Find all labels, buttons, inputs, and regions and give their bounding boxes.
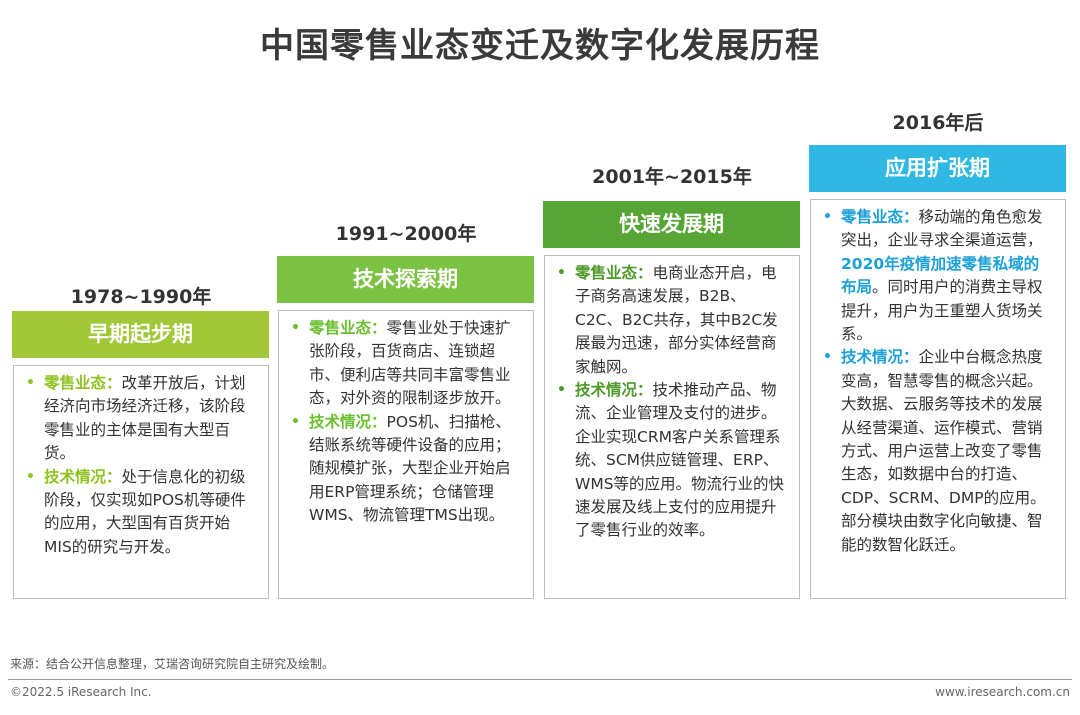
- retail-text: 电商业态开启，电子商务高速发展，B2B、C2C、B2C共存，其中B2C发展最为迅…: [575, 264, 778, 376]
- retail-text-cont: 。同时用户的消费主导权提升，用户为王重塑人货场关系。: [841, 278, 1043, 344]
- tech-text: 技术推动产品、物流、企业管理及支付的进步。企业实现CRM客户关系管理系统、SCM…: [575, 381, 785, 540]
- tech-text: 处于信息化的初级阶段，仅实现如POS机等硬件的应用，大型国有百货开始MIS的研究…: [44, 467, 246, 556]
- period-label-1: 1978~1990年: [70, 286, 212, 308]
- tech-text: POS机、扫描枪、结账系统等硬件设备的应用；随规模扩张，大型企业开始启用ERP管…: [309, 412, 511, 525]
- retail-label: 零售业态：: [841, 208, 919, 226]
- period-label-4: 2016年后: [892, 112, 984, 134]
- bullet-tech-2: • 技术情况：POS机、扫描枪、结账系统等硬件设备的应用；随规模扩张，大型企业开始…: [291, 411, 521, 528]
- retail-text: 零售业处于快速扩张阶段，百货商店、连锁超市、便利店等共同丰富零售业态，对外资的限…: [309, 319, 511, 408]
- stage-header-2: 技术探索期: [277, 256, 534, 303]
- copyright: ©2022.5 iResearch Inc.: [10, 685, 152, 699]
- bullet-dot: •: [291, 320, 300, 336]
- bullet-dot: •: [291, 413, 300, 430]
- bullet-tech-3: • 技术情况：技术推动产品、物流、企业管理及支付的进步。企业实现CRM客户关系管理…: [557, 379, 787, 543]
- bullet-tech-1: • 技术情况：处于信息化的初级阶段，仅实现如POS机等硬件的应用，大型国有百货开始…: [26, 466, 256, 560]
- bullet-dot: •: [26, 375, 35, 391]
- tech-label: 技术情况：: [44, 467, 122, 486]
- bullet-dot: •: [557, 382, 566, 399]
- tech-label: 技术情况：: [841, 348, 919, 367]
- bullet-dot: •: [557, 265, 566, 281]
- stage-header-3: 快速发展期: [543, 201, 800, 248]
- retail-label: 零售业态：: [309, 319, 387, 337]
- stage-box-1: • 零售业态：改革开放后，计划经济向市场经济迁移，该阶段零售业的主体是国有大型百货…: [13, 365, 269, 599]
- bullet-retail-3: • 零售业态：电商业态开启，电子商务高速发展，B2B、C2C、B2C共存，其中B2…: [557, 262, 787, 379]
- retail-label: 零售业态：: [575, 264, 653, 282]
- period-label-2: 1991~2000年: [335, 223, 477, 245]
- stage-header-4: 应用扩张期: [809, 145, 1066, 192]
- bullet-dot: •: [26, 468, 35, 485]
- retail-highlight: 2020年疫情加速零售私域的布局: [841, 254, 1040, 297]
- period-label-3: 2001年~2015年: [592, 166, 752, 188]
- source-note: 来源：结合公开信息整理，艾瑞咨询研究院自主研究及绘制。: [10, 657, 335, 671]
- bullet-retail-4: • 零售业态：移动端的角色愈发突出，企业寻求全渠道运营，2020年疫情加速零售私域…: [823, 206, 1053, 346]
- stage-box-2: • 零售业态：零售业处于快速扩张阶段，百货商店、连锁超市、便利店等共同丰富零售业态…: [278, 310, 534, 599]
- bullet-retail-2: • 零售业态：零售业处于快速扩张阶段，百货商店、连锁超市、便利店等共同丰富零售业态…: [291, 317, 521, 411]
- website-link[interactable]: www.iresearch.com.cn: [935, 685, 1070, 699]
- stage-header-1: 早期起步期: [12, 311, 269, 358]
- tech-label: 技术情况：: [575, 381, 653, 400]
- bullet-dot: •: [823, 209, 832, 225]
- bullet-tech-4: • 技术情况：企业中台概念热度变高，智慧零售的概念兴起。大数据、云服务等技术的发展…: [823, 346, 1053, 557]
- bullet-dot: •: [823, 349, 832, 366]
- retail-text: 移动端的角色愈发突出，企业寻求全渠道运营，: [841, 208, 1043, 250]
- stage-box-3: • 零售业态：电商业态开启，电子商务高速发展，B2B、C2C、B2C共存，其中B2…: [544, 255, 800, 599]
- tech-label: 技术情况：: [309, 412, 387, 431]
- footer-divider: [8, 679, 1072, 680]
- tech-text: 企业中台概念热度变高，智慧零售的概念兴起。大数据、云服务等技术的发展从经营渠道、…: [841, 348, 1046, 554]
- retail-text: 改革开放后，计划经济向市场经济迁移，该阶段零售业的主体是国有大型百货。: [44, 374, 246, 463]
- stage-box-4: • 零售业态：移动端的角色愈发突出，企业寻求全渠道运营，2020年疫情加速零售私域…: [810, 199, 1066, 599]
- page-title: 中国零售业态变迁及数字化发展历程: [260, 26, 820, 66]
- retail-label: 零售业态：: [44, 374, 122, 392]
- bullet-retail-1: • 零售业态：改革开放后，计划经济向市场经济迁移，该阶段零售业的主体是国有大型百货…: [26, 372, 256, 466]
